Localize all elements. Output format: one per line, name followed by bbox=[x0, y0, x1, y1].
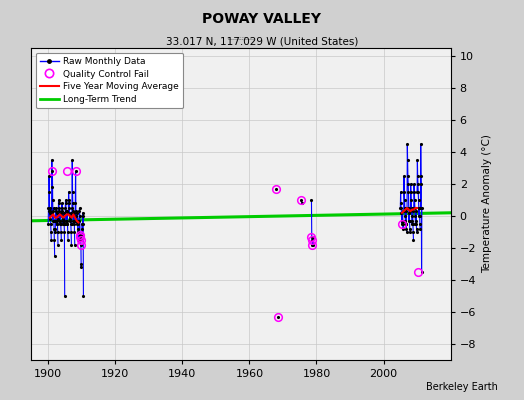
Text: POWAY VALLEY: POWAY VALLEY bbox=[202, 12, 322, 26]
Text: 33.017 N, 117.029 W (United States): 33.017 N, 117.029 W (United States) bbox=[166, 36, 358, 46]
Title: POWAY VALLEY
33.017 N, 117.029 W (United States): POWAY VALLEY 33.017 N, 117.029 W (United… bbox=[228, 37, 254, 40]
Text: Berkeley Earth: Berkeley Earth bbox=[426, 382, 498, 392]
Y-axis label: Temperature Anomaly (°C): Temperature Anomaly (°C) bbox=[482, 134, 492, 274]
Legend: Raw Monthly Data, Quality Control Fail, Five Year Moving Average, Long-Term Tren: Raw Monthly Data, Quality Control Fail, … bbox=[36, 52, 183, 108]
